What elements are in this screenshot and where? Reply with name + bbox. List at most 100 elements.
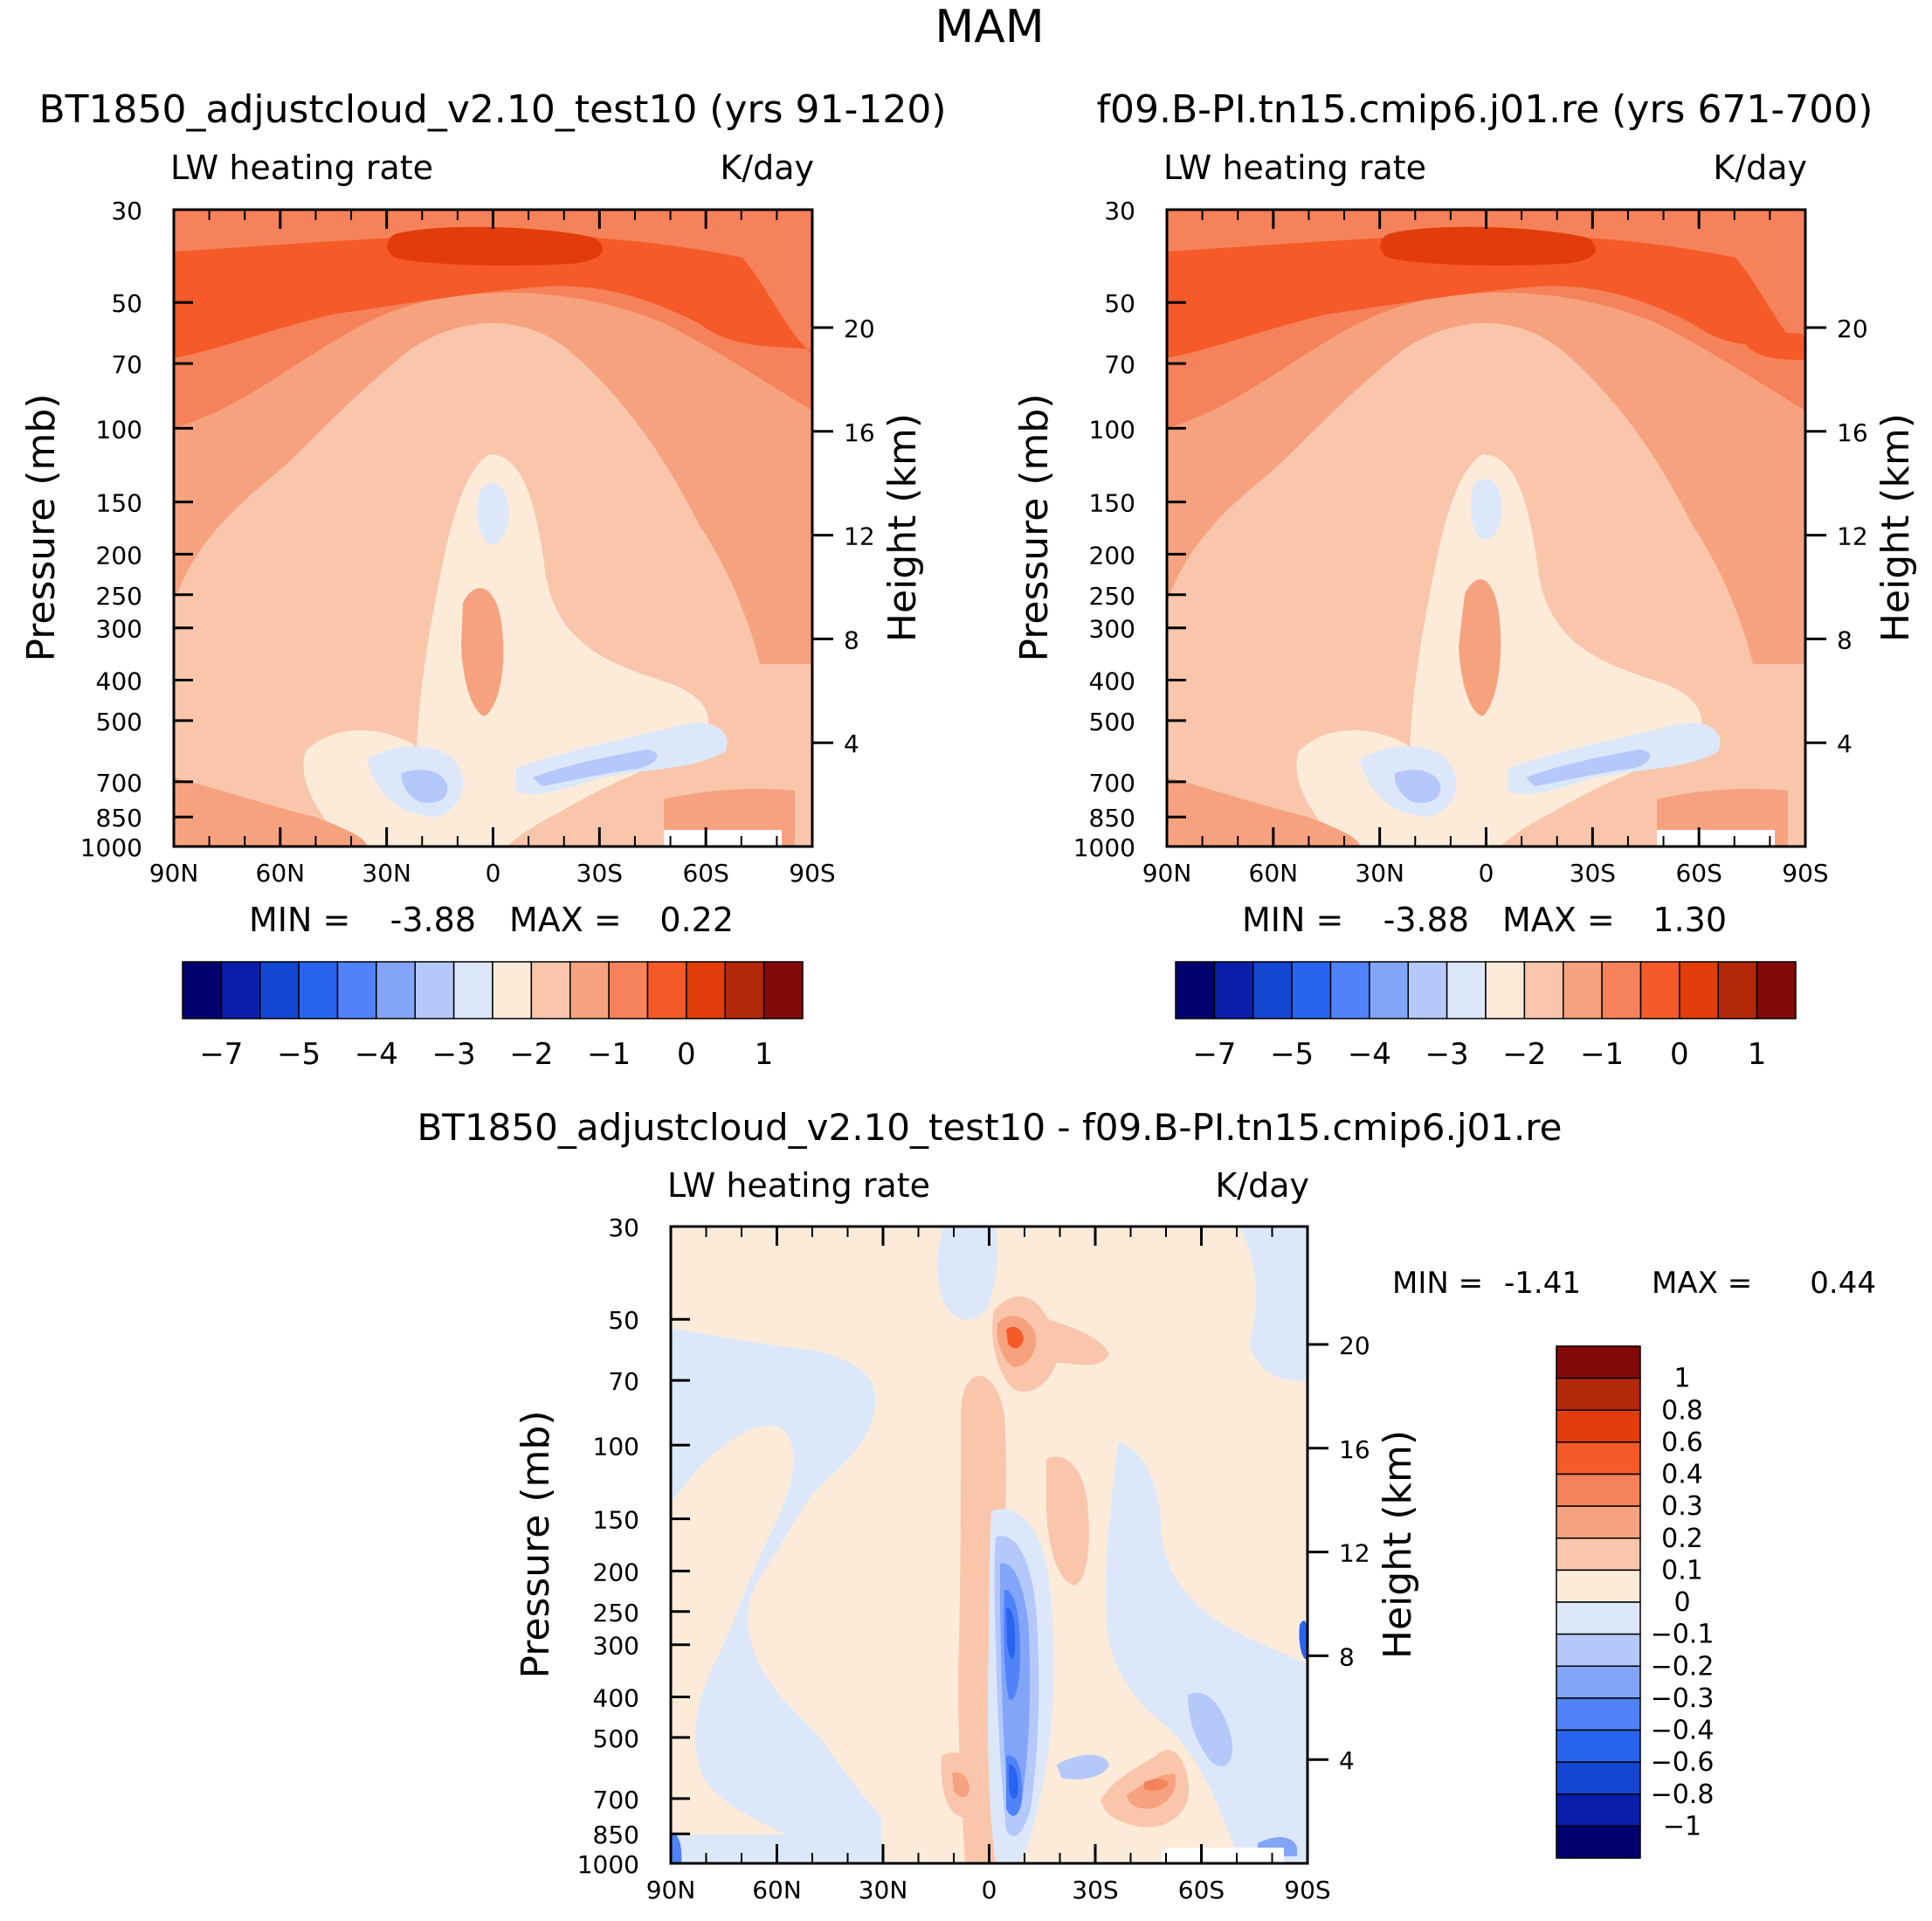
colorbar-swatch [1252,961,1293,1019]
colorbar-label: −0.8 [1651,1779,1715,1810]
colorbar-swatch [1175,961,1216,1019]
lat-tick-label: 0 [1479,859,1494,888]
pressure-tick-label: 700 [593,1786,639,1814]
lat-tick-label: 30N [859,1876,908,1904]
pressure-tick-label: 300 [96,615,142,644]
pressure-tick-label: 400 [593,1684,639,1713]
panel-3-max-value: 0.44 [1810,1266,1876,1301]
colorbar-label: −4 [1348,1037,1391,1072]
panel-3-min-value: -1.41 [1504,1266,1581,1301]
contour-band [1459,579,1501,716]
colorbar-swatch [686,961,726,1019]
pressure-tick-label: 300 [1089,615,1135,644]
colorbar-swatch [1556,1665,1641,1699]
contour-band [533,750,658,786]
colorbar-label: 1 [1748,1037,1767,1072]
missing-data-region [1162,1848,1284,1863]
pressure-tick-label: 30 [111,197,142,225]
panel-3-max-label: MAX = [1652,1266,1752,1301]
pressure-tick-label: 70 [111,350,142,379]
contour-band [1046,1456,1089,1586]
contour-band [1105,1441,1308,1863]
colorbar-swatch [1556,1505,1641,1539]
height-tick-label: 12 [844,522,875,551]
panel-3-contour-field [671,1227,1308,1863]
panel-2-min-label: MIN = [1242,901,1343,939]
contour-band [1240,1227,1308,1381]
colorbar-swatch [1407,961,1448,1019]
colorbar-swatch [1556,1633,1641,1667]
panel-2: f09.B-PI.tn15.cmip6.j01.re (yrs 671-700)… [1012,87,1918,1072]
panel-1-y-axis-label: Pressure (mb) [19,394,64,662]
colorbar-swatch [298,961,339,1019]
panel-3-colorbar: 10.80.60.40.30.20.10−0.1−0.2−0.3−0.4−0.6… [1556,1345,1715,1859]
pressure-tick-label: 1000 [1073,833,1135,862]
height-tick-label: 8 [844,625,859,654]
colorbar-swatch [259,961,300,1019]
pressure-tick-label: 400 [1089,667,1135,696]
colorbar-label: 0.6 [1661,1427,1703,1458]
height-tick-label: 8 [1339,1642,1355,1671]
height-tick-label: 20 [1339,1331,1370,1360]
colorbar-label: −0.3 [1651,1683,1715,1714]
colorbar-label: −7 [1192,1037,1236,1072]
panel-2-max-label: MAX = [1502,901,1615,939]
colorbar-swatch [220,961,261,1019]
colorbar-swatch [1556,1761,1641,1795]
colorbar-swatch [1556,1441,1641,1475]
colorbar-swatch [1556,1473,1641,1507]
contour-band [937,1227,997,1320]
panel-1-contour-field [174,210,812,846]
height-tick-label: 16 [1339,1435,1370,1464]
colorbar-label: −7 [199,1037,243,1072]
colorbar-label: −0.2 [1651,1651,1715,1682]
colorbar-swatch [492,961,533,1019]
height-tick-label: 20 [1837,314,1868,343]
contour-band [401,770,448,804]
pressure-tick-label: 200 [593,1558,639,1586]
contour-band [387,226,603,266]
pressure-tick-label: 850 [96,804,142,833]
contour-band [1380,226,1596,266]
colorbar-label: −0.6 [1651,1747,1715,1778]
panel-1-min-label: MIN = [249,901,350,939]
pressure-tick-label: 150 [593,1506,639,1535]
panel-1-y2-axis-label: Height (km) [880,413,925,642]
colorbar-swatch [608,961,649,1019]
colorbar-label: −0.4 [1651,1716,1715,1746]
colorbar-swatch [1556,1409,1641,1443]
height-tick-label: 12 [1837,522,1868,551]
pressure-tick-label: 50 [608,1306,639,1335]
panel-1-variable-label: LW heating rate [170,149,433,187]
panel-2-units-label: K/day [1713,149,1807,187]
contour-band [174,777,367,846]
panel-3-title: BT1850_adjustcloud_v2.10_test10 - f09.B-… [417,1106,1562,1149]
panel-2-title: f09.B-PI.tn15.cmip6.j01.re (yrs 671-700) [1097,87,1873,132]
pressure-tick-label: 400 [96,667,142,696]
panel-2-min-value: -3.88 [1383,901,1469,939]
panel-2-contour-field [1167,210,1805,846]
height-tick-label: 16 [844,418,875,447]
lat-tick-label: 60S [1675,859,1722,888]
contour-band [1009,1764,1018,1800]
colorbar-label: 0.8 [1661,1395,1703,1426]
colorbar-label: 0 [1670,1037,1689,1072]
contour-band [174,234,812,358]
panel-3-y-axis-label: Pressure (mb) [514,1411,558,1679]
pressure-tick-label: 700 [1089,769,1135,798]
contour-band [461,588,504,716]
colorbar-swatch [646,961,687,1019]
height-tick-label: 4 [1837,729,1853,758]
contour-band [1526,750,1651,786]
colorbar-swatch [452,961,493,1019]
pressure-tick-label: 200 [96,541,142,570]
height-tick-label: 4 [1339,1746,1355,1775]
colorbar-swatch [1523,961,1564,1019]
pressure-tick-label: 1000 [577,1850,639,1879]
panel-1-max-value: 0.22 [659,901,734,939]
colorbar-label: 1 [1673,1364,1690,1394]
contour-band [671,1834,682,1863]
colorbar-swatch [1485,961,1526,1019]
panel-2-max-value: 1.30 [1653,901,1727,939]
